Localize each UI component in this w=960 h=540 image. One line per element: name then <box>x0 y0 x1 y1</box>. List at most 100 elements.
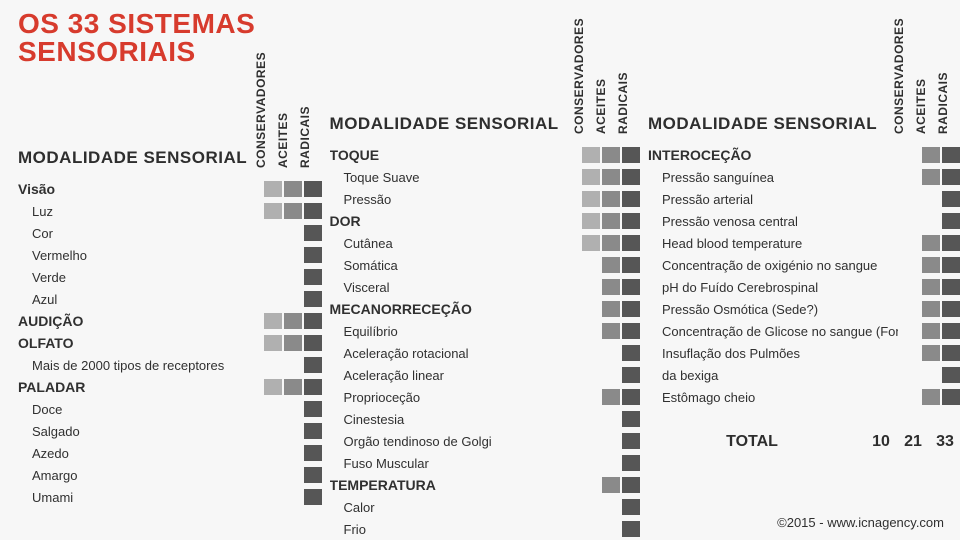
cell <box>264 445 282 461</box>
cell <box>602 213 620 229</box>
column-3: MODALIDADE SENSORIAL CONSERVADORES ACEIT… <box>640 10 960 540</box>
total-aceites: 21 <box>898 433 928 451</box>
table-row: Verde <box>18 266 322 288</box>
row-cells <box>264 401 322 417</box>
cell <box>582 367 600 383</box>
row-cells <box>264 247 322 263</box>
cell <box>582 257 600 273</box>
cell <box>304 467 322 483</box>
cell <box>264 489 282 505</box>
table-row: OLFATO <box>18 332 322 354</box>
cell <box>602 345 620 361</box>
page-title: OS 33 SISTEMAS SENSORIAIS <box>18 10 322 66</box>
table-row: Estômago cheio <box>648 386 960 408</box>
cell <box>622 521 640 537</box>
table-row: Concentração de Glicose no sangue (Fome?… <box>648 320 960 342</box>
row-cells <box>582 147 640 163</box>
cell <box>622 301 640 317</box>
cell <box>902 301 920 317</box>
row-label: Pressão venosa central <box>648 214 898 229</box>
cell <box>304 357 322 373</box>
cell <box>622 279 640 295</box>
cell <box>582 455 600 471</box>
table-row: Doce <box>18 398 322 420</box>
cell <box>582 191 600 207</box>
cell <box>922 301 940 317</box>
row-label: PALADAR <box>18 379 260 395</box>
cell <box>582 521 600 537</box>
cell <box>304 291 322 307</box>
cell <box>942 147 960 163</box>
col1-header-row: MODALIDADE SENSORIAL CONSERVADORES ACEIT… <box>18 72 322 172</box>
row-label: Visão <box>18 181 260 197</box>
cell <box>582 477 600 493</box>
row-label: MECANORRECEÇÃO <box>330 301 578 317</box>
table-row: Luz <box>18 200 322 222</box>
table-row: Azedo <box>18 442 322 464</box>
row-cells <box>264 203 322 219</box>
cell <box>602 455 620 471</box>
row-cells <box>582 367 640 383</box>
row-label: Calor <box>330 500 578 515</box>
cell <box>942 191 960 207</box>
table-row: Calor <box>330 496 640 518</box>
table-row: Orgão tendinoso de Golgi <box>330 430 640 452</box>
cell <box>284 335 302 351</box>
table-row: Toque Suave <box>330 166 640 188</box>
cell <box>902 257 920 273</box>
row-cells <box>582 301 640 317</box>
cell <box>602 499 620 515</box>
cell <box>264 291 282 307</box>
row-label: Cor <box>18 226 260 241</box>
table-row: Mais de 2000 tipos de receptores <box>18 354 322 376</box>
cell <box>264 467 282 483</box>
row-label: Pressão arterial <box>648 192 898 207</box>
row-cells <box>264 423 322 439</box>
cell <box>942 279 960 295</box>
row-cells <box>582 521 640 537</box>
row-cells <box>582 455 640 471</box>
vh-radicais-3: RADICAIS <box>940 38 960 138</box>
table-row: Cinestesia <box>330 408 640 430</box>
cell <box>602 301 620 317</box>
cell <box>304 181 322 197</box>
cell <box>284 357 302 373</box>
row-cells <box>902 191 960 207</box>
table-row: MECANORRECEÇÃO <box>330 298 640 320</box>
row-label: Luz <box>18 204 260 219</box>
cell <box>582 345 600 361</box>
cell <box>304 313 322 329</box>
row-label: DOR <box>330 213 578 229</box>
row-cells <box>582 433 640 449</box>
cell <box>942 345 960 361</box>
cell <box>264 203 282 219</box>
row-label: Pressão Osmótica (Sede?) <box>648 302 898 317</box>
row-label: Cinestesia <box>330 412 578 427</box>
cell <box>304 489 322 505</box>
cell <box>284 203 302 219</box>
row-label: Pressão sanguínea <box>648 170 898 185</box>
cell <box>264 247 282 263</box>
row-label: OLFATO <box>18 335 260 351</box>
cell <box>902 345 920 361</box>
row-cells <box>264 225 322 241</box>
row-cells <box>264 467 322 483</box>
section-header-1: MODALIDADE SENSORIAL <box>18 148 256 172</box>
cell <box>622 367 640 383</box>
row-label: Salgado <box>18 424 260 439</box>
cell <box>582 213 600 229</box>
cell <box>902 235 920 251</box>
cell <box>942 323 960 339</box>
vh-conservadores-2: CONSERVADORES <box>576 38 596 138</box>
vh-conservadores-3: CONSERVADORES <box>896 38 916 138</box>
vh-radicais-2: RADICAIS <box>620 38 640 138</box>
row-label: Concentração de Glicose no sangue (Fome?… <box>648 324 898 339</box>
row-cells <box>582 235 640 251</box>
cell <box>582 499 600 515</box>
row-cells <box>264 269 322 285</box>
row-label: Verde <box>18 270 260 285</box>
cell <box>284 269 302 285</box>
cell <box>284 467 302 483</box>
cell <box>284 291 302 307</box>
cell <box>622 257 640 273</box>
